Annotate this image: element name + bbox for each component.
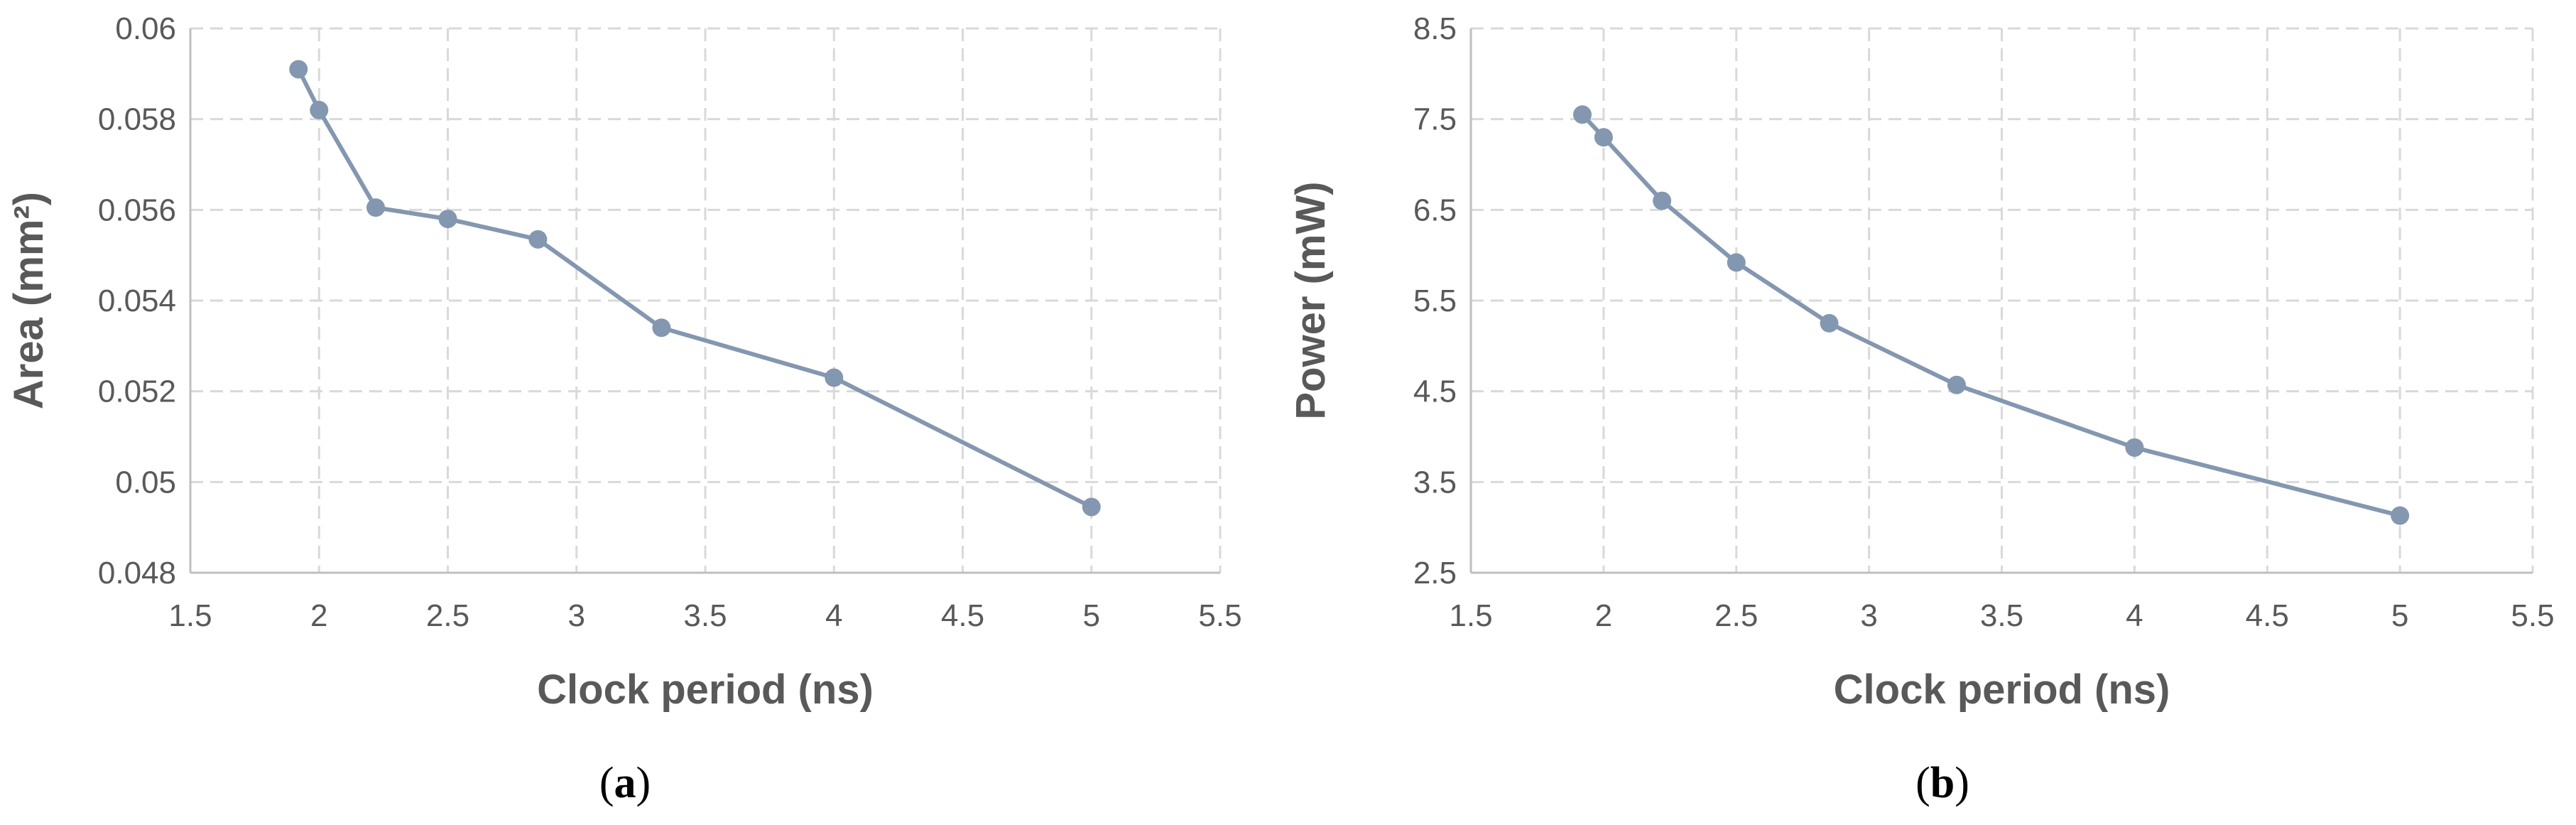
chart-a-x-tick-label: 5 <box>1083 598 1100 633</box>
chart-b-x-tick-label: 1.5 <box>1449 598 1492 633</box>
chart-a-y-tick-label: 0.054 <box>98 284 176 318</box>
chart-b-data-point <box>2391 506 2410 525</box>
chart-a-y-ticks: 0.048 0.05 0.052 0.054 0.056 0.058 0.06 <box>98 11 176 591</box>
chart-a-x-tick-label: 2 <box>310 598 327 633</box>
chart-b-axes <box>1469 28 2533 574</box>
chart-b-panel-label: (b) <box>1915 759 1969 807</box>
chart-a-data-point <box>1082 497 1101 517</box>
chart-a-data-point <box>289 60 308 79</box>
chart-b-y-tick-label: 8.5 <box>1413 11 1457 46</box>
chart-a-x-tick-label: 1.5 <box>168 598 212 633</box>
chart-b-data-point <box>1572 105 1592 124</box>
chart-b-y-tick-label: 6.5 <box>1413 193 1457 227</box>
chart-a-x-axis-title: Clock period (ns) <box>537 667 874 713</box>
chart-b-x-axis-title: Clock period (ns) <box>1834 667 2170 713</box>
chart-a-x-tick-label: 2.5 <box>426 598 469 633</box>
chart-b-data-point <box>1594 128 1613 147</box>
chart-a-data-point <box>310 100 329 119</box>
chart-a-series <box>289 60 1101 517</box>
chart-a-y-tick-label: 0.048 <box>98 556 176 591</box>
chart-a-y-tick-label: 0.058 <box>98 102 176 137</box>
chart-a-series-line <box>296 67 1094 509</box>
chart-b-x-tick-label: 4 <box>2126 598 2143 633</box>
chart-a-grid <box>190 27 1222 573</box>
chart-b-power-vs-clock-period: 1.5 2 2.5 3 3.5 4 4.5 5 5.5 2.5 3.5 4.5 5.5 6.5 7.5 8.… <box>1288 11 2555 807</box>
chart-b-data-point <box>2125 438 2144 457</box>
chart-a-data-point <box>652 318 671 338</box>
chart-a-axes <box>189 28 1220 574</box>
chart-b-x-tick-label: 4.5 <box>2246 598 2289 633</box>
chart-a-x-ticks: 1.5 2 2.5 3 3.5 4 4.5 5 5.5 <box>168 598 1241 633</box>
chart-a-panel-label-letter: a <box>614 759 636 807</box>
chart-a-data-point <box>366 198 385 217</box>
chart-b-y-tick-label: 2.5 <box>1413 556 1457 591</box>
chart-b-data-point <box>1820 313 1839 333</box>
chart-b-data-point <box>1727 253 1746 272</box>
chart-a-panel-label: (a) <box>599 759 651 807</box>
chart-a-x-tick-label: 5.5 <box>1198 598 1241 633</box>
chart-a-x-tick-label: 3.5 <box>683 598 727 633</box>
chart-b-y-tick-label: 3.5 <box>1413 465 1457 500</box>
chart-a-y-tick-label: 0.052 <box>98 374 176 409</box>
chart-b-grid <box>1471 27 2534 573</box>
chart-b-y-tick-label: 5.5 <box>1413 284 1457 318</box>
chart-a-x-tick-label: 4.5 <box>941 598 984 633</box>
chart-b-x-tick-label: 5 <box>2391 598 2408 633</box>
chart-b-y-ticks: 2.5 3.5 4.5 5.5 6.5 7.5 8.5 <box>1413 11 1457 591</box>
chart-a-y-tick-label: 0.05 <box>115 465 176 500</box>
chart-b-y-tick-label: 7.5 <box>1413 102 1457 137</box>
chart-b-x-tick-label: 3.5 <box>1980 598 2023 633</box>
chart-b-series-line <box>1580 112 2403 518</box>
chart-b-x-ticks: 1.5 2 2.5 3 3.5 4 4.5 5 5.5 <box>1449 598 2554 633</box>
chart-b-y-axis-title: Power (mW) <box>1288 181 1334 419</box>
chart-b-x-tick-label: 2 <box>1595 598 1612 633</box>
chart-a-x-tick-label: 4 <box>825 598 842 633</box>
chart-a-data-point <box>825 368 844 387</box>
chart-a-x-tick-label: 3 <box>568 598 585 633</box>
chart-b-x-tick-label: 5.5 <box>2511 598 2554 633</box>
chart-b-series <box>1572 105 2410 525</box>
chart-b-panel-label-letter: b <box>1930 759 1955 807</box>
chart-a-panel-label-close: ) <box>636 759 651 807</box>
chart-b-x-tick-label: 3 <box>1860 598 1877 633</box>
chart-a-data-point <box>528 230 548 249</box>
chart-a-area-vs-clock-period: 1.5 2 2.5 3 3.5 4 4.5 5 5.5 0.0480.050.0520.0540… <box>6 11 1242 807</box>
chart-b-data-point <box>1947 375 1966 394</box>
chart-b-x-tick-label: 2.5 <box>1714 598 1758 633</box>
chart-a-y-tick-label: 0.06 <box>115 11 176 46</box>
chart-a-panel-label-open: ( <box>599 759 614 807</box>
chart-a-y-tick-label: 0.056 <box>98 193 176 227</box>
chart-b-y-tick-label: 4.5 <box>1413 374 1457 409</box>
chart-b-panel-label-close: ) <box>1955 759 1969 807</box>
chart-a-y-axis-title: Area (mm²) <box>6 192 52 409</box>
chart-b-data-point <box>1653 191 1672 210</box>
chart-a-data-point <box>438 210 457 229</box>
chart-b-panel-label-open: ( <box>1915 759 1930 807</box>
